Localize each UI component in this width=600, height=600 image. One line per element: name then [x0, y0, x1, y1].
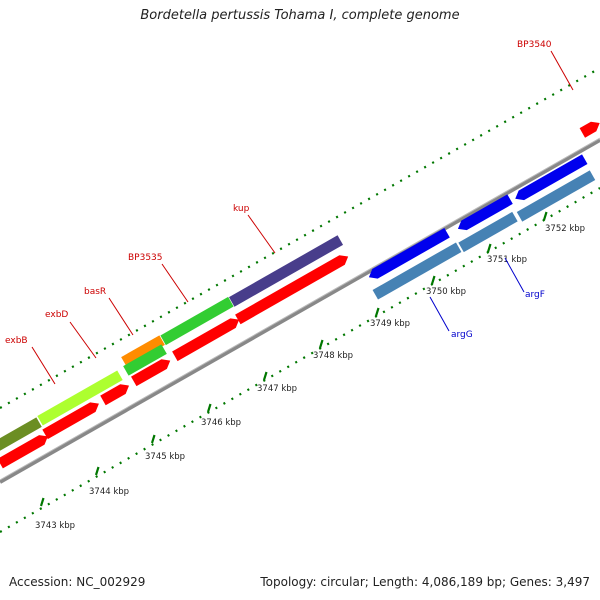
gene-label-BP3535[interactable]: BP3535 [128, 253, 163, 263]
genome-summary-text: Topology: circular; Length: 4,086,189 bp… [260, 575, 590, 589]
scale-tick [486, 243, 492, 253]
leader-line-BP3535 [161, 263, 189, 303]
scale-tick [262, 371, 268, 381]
orf-reverse-blue-2 [457, 194, 513, 231]
genome-backbone-highlight [0, 137, 600, 481]
scale-label: 3752 kbp [545, 224, 585, 234]
scale-tick [318, 339, 324, 349]
outer-tick-track [0, 67, 600, 409]
forward-feature-track [0, 235, 344, 457]
gene-block-BP3535 [160, 296, 234, 346]
gene-block-argG [372, 242, 462, 300]
scale-label: 3751 kbp [487, 255, 527, 265]
orf-forward-5 [172, 318, 240, 362]
reverse-feature-track [368, 154, 588, 279]
scale-label: 3744 kbp [89, 487, 129, 497]
gene-block-kup [228, 235, 344, 307]
scale-tick [150, 434, 156, 444]
leader-line-argG [429, 296, 450, 332]
gene-label-argG[interactable]: argG [451, 330, 473, 340]
scale-tick [542, 211, 548, 221]
gene-label-BP3540[interactable]: BP3540 [517, 40, 552, 50]
leader-line-exbD [69, 321, 97, 359]
scale-ruler: 3743 kbp 3744 kbp 3745 kbp 3746 kbp 3747 kbp… [35, 211, 585, 531]
orf-forward-3 [100, 384, 130, 406]
scale-label: 3746 kbp [201, 418, 241, 428]
scale-label: 3750 kbp [426, 287, 466, 297]
gene-label-exbB[interactable]: exbB [5, 336, 28, 346]
gene-block-basR [121, 335, 165, 367]
scale-label: 3743 kbp [35, 521, 75, 531]
scale-tick [39, 497, 45, 507]
map-title: Bordetella pertussis Tohama I, complete … [140, 8, 460, 23]
leader-line-argF [504, 257, 525, 293]
gene-block-exbB [37, 370, 123, 426]
scale-label: 3749 kbp [370, 319, 410, 329]
scale-tick [206, 403, 212, 413]
gene-label-kup[interactable]: kup [233, 204, 250, 214]
gene-label-argF[interactable]: argF [525, 290, 545, 300]
scale-tick [430, 275, 436, 285]
forward-orf-track [0, 121, 600, 469]
orf-reverse-blue-1 [368, 227, 450, 279]
leader-line-exbB [31, 346, 56, 385]
scale-tick [94, 466, 100, 476]
gene-label-exbD[interactable]: exbD [45, 310, 68, 320]
scale-label: 3748 kbp [313, 351, 353, 361]
leader-line-kup [247, 214, 276, 254]
orf-reverse-blue-3 [515, 154, 588, 201]
gene-label-basR[interactable]: basR [84, 287, 106, 297]
scale-label: 3745 kbp [145, 452, 185, 462]
reverse-orf-track [372, 170, 596, 300]
inner-tick-track [0, 187, 600, 533]
gene-block-olive [0, 417, 42, 457]
orf-forward-6 [235, 255, 349, 325]
gene-label-layer: exbB exbD basR BP3535 kup BP3540 argG argF [5, 40, 574, 385]
gene-block-steel-3 [516, 170, 596, 222]
orf-forward-4 [131, 359, 171, 387]
leader-line-basR [108, 297, 134, 336]
gene-block-basR-cog [123, 344, 167, 376]
scale-tick [374, 307, 380, 317]
gene-block-argF [458, 211, 518, 253]
accession-text: Accession: NC_002929 [9, 575, 146, 589]
orf-forward-1 [0, 435, 48, 469]
scale-label: 3747 kbp [257, 384, 297, 394]
orf-forward-BP3540 [579, 121, 600, 138]
orf-forward-2 [42, 402, 99, 440]
genome-backbone [0, 138, 600, 484]
leader-line-BP3540 [550, 50, 574, 91]
